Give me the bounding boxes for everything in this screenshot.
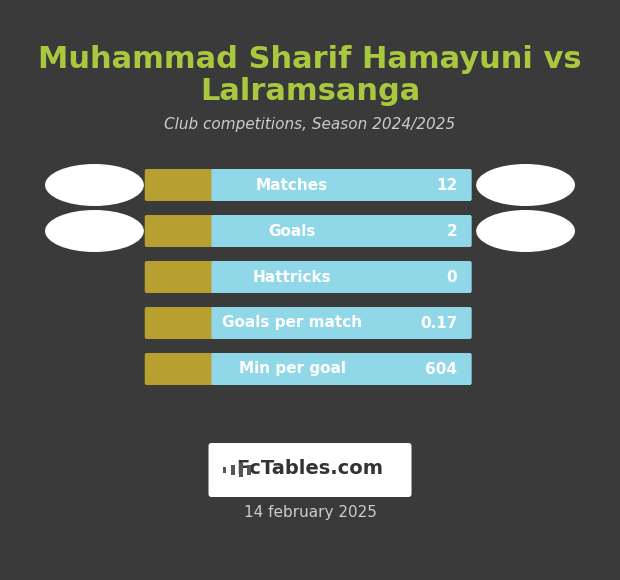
- FancyBboxPatch shape: [144, 307, 219, 339]
- FancyBboxPatch shape: [144, 169, 219, 201]
- FancyBboxPatch shape: [211, 215, 472, 247]
- Text: Club competitions, Season 2024/2025: Club competitions, Season 2024/2025: [164, 118, 456, 132]
- Text: Lalramsanga: Lalramsanga: [200, 78, 420, 107]
- FancyBboxPatch shape: [211, 169, 472, 201]
- Text: 12: 12: [436, 177, 458, 193]
- Bar: [247, 465, 250, 475]
- Text: Goals per match: Goals per match: [222, 316, 362, 331]
- Ellipse shape: [45, 164, 144, 206]
- FancyBboxPatch shape: [211, 353, 472, 385]
- Text: FcTables.com: FcTables.com: [236, 459, 384, 477]
- Text: Matches: Matches: [256, 177, 328, 193]
- Text: Muhammad Sharif Hamayuni vs: Muhammad Sharif Hamayuni vs: [38, 45, 582, 74]
- Text: 14 february 2025: 14 february 2025: [244, 505, 376, 520]
- FancyBboxPatch shape: [144, 261, 219, 293]
- FancyBboxPatch shape: [144, 215, 219, 247]
- Bar: [223, 467, 226, 473]
- Ellipse shape: [476, 164, 575, 206]
- Ellipse shape: [476, 210, 575, 252]
- Text: 0: 0: [446, 270, 458, 285]
- FancyBboxPatch shape: [211, 261, 472, 293]
- Bar: [239, 463, 242, 477]
- Text: Min per goal: Min per goal: [239, 361, 345, 376]
- Text: 2: 2: [446, 223, 458, 238]
- Text: 0.17: 0.17: [420, 316, 458, 331]
- Text: 604: 604: [425, 361, 458, 376]
- Bar: [231, 465, 234, 475]
- Text: Hattricks: Hattricks: [253, 270, 331, 285]
- FancyBboxPatch shape: [208, 443, 412, 497]
- Text: Goals: Goals: [268, 223, 316, 238]
- FancyBboxPatch shape: [211, 307, 472, 339]
- FancyBboxPatch shape: [144, 353, 219, 385]
- Ellipse shape: [45, 210, 144, 252]
